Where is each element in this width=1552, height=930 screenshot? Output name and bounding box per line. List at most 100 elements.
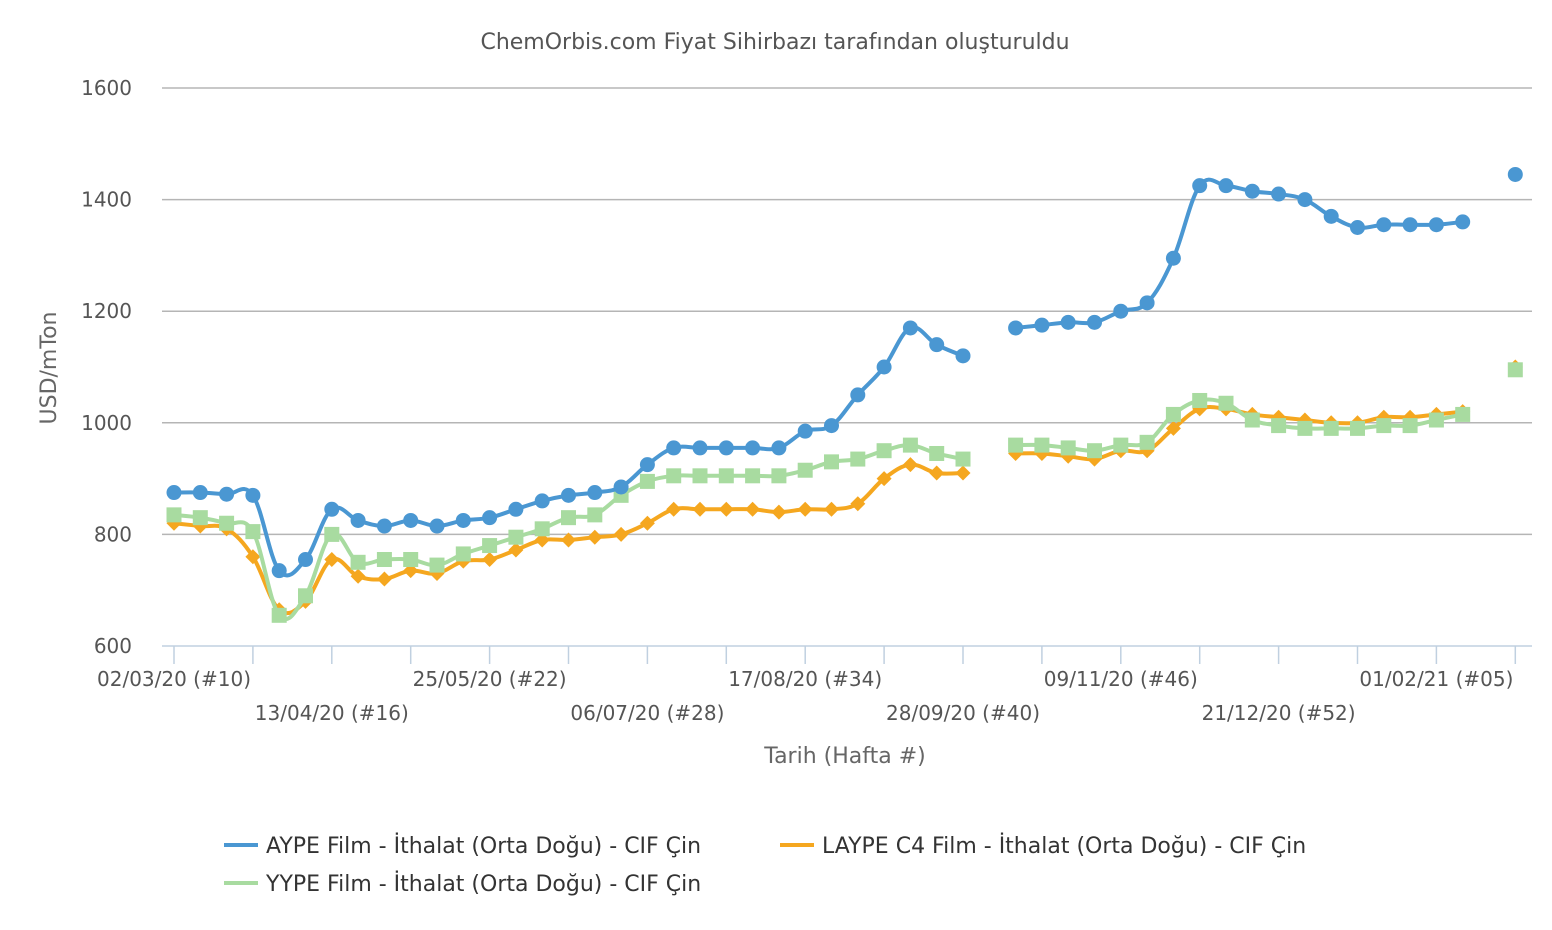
data-point[interactable] — [850, 496, 866, 512]
data-point[interactable] — [824, 454, 839, 470]
data-point[interactable] — [350, 512, 366, 528]
data-point[interactable] — [429, 557, 445, 573]
data-point[interactable] — [1297, 420, 1313, 436]
data-point[interactable] — [718, 468, 734, 484]
data-point[interactable] — [376, 571, 392, 587]
data-point[interactable] — [745, 468, 761, 484]
data-point[interactable] — [1455, 406, 1471, 422]
data-point[interactable] — [902, 320, 918, 336]
data-point[interactable] — [824, 418, 839, 434]
data-point[interactable] — [1218, 178, 1234, 194]
data-point[interactable] — [1165, 420, 1181, 436]
data-point[interactable] — [245, 487, 261, 503]
data-point[interactable] — [1113, 303, 1129, 319]
data-point[interactable] — [455, 546, 471, 562]
data-point[interactable] — [613, 479, 629, 495]
data-point[interactable] — [1008, 320, 1024, 336]
data-point[interactable] — [534, 521, 550, 537]
data-point[interactable] — [666, 440, 682, 456]
data-point[interactable] — [1402, 418, 1418, 434]
data-point[interactable] — [718, 501, 734, 517]
data-point[interactable] — [666, 501, 682, 517]
data-point[interactable] — [797, 462, 813, 478]
data-point[interactable] — [1271, 418, 1287, 434]
data-point[interactable] — [1376, 217, 1392, 233]
data-point[interactable] — [1087, 314, 1102, 330]
data-point[interactable] — [1139, 295, 1155, 311]
data-point[interactable] — [692, 501, 708, 517]
data-point[interactable] — [561, 510, 576, 526]
data-point[interactable] — [271, 563, 287, 579]
data-point[interactable] — [1323, 208, 1339, 224]
data-point[interactable] — [587, 507, 603, 523]
data-point[interactable] — [1034, 317, 1050, 333]
data-point[interactable] — [902, 437, 918, 453]
data-point[interactable] — [429, 518, 445, 534]
data-point[interactable] — [482, 538, 498, 554]
data-point[interactable] — [455, 512, 471, 528]
data-point[interactable] — [929, 465, 945, 481]
data-point[interactable] — [797, 501, 813, 517]
data-point[interactable] — [561, 532, 576, 548]
data-point[interactable] — [1165, 250, 1181, 266]
legend-item[interactable]: LAYPE C4 Film - İthalat (Orta Doğu) - CI… — [780, 833, 1306, 859]
data-point[interactable] — [666, 468, 682, 484]
data-point[interactable] — [1297, 192, 1313, 208]
data-point[interactable] — [1218, 395, 1234, 411]
data-point[interactable] — [403, 512, 419, 528]
data-point[interactable] — [508, 542, 524, 558]
data-point[interactable] — [1350, 420, 1365, 436]
data-point[interactable] — [1271, 186, 1287, 202]
data-point[interactable] — [718, 440, 734, 456]
data-point[interactable] — [771, 440, 787, 456]
legend-item[interactable]: YYPE Film - İthalat (Orta Doğu) - CIF Çi… — [224, 871, 701, 897]
legend-item[interactable]: AYPE Film - İthalat (Orta Doğu) - CIF Çi… — [224, 833, 701, 859]
data-point[interactable] — [1060, 440, 1076, 456]
data-point[interactable] — [850, 387, 866, 403]
data-point[interactable] — [350, 554, 366, 570]
data-point[interactable] — [1376, 418, 1392, 434]
data-point[interactable] — [245, 549, 261, 565]
data-point[interactable] — [850, 451, 866, 467]
data-point[interactable] — [482, 552, 498, 568]
data-point[interactable] — [324, 552, 340, 568]
data-point[interactable] — [824, 501, 839, 517]
data-point[interactable] — [219, 515, 235, 531]
data-point[interactable] — [192, 485, 208, 501]
data-point[interactable] — [639, 473, 655, 489]
data-point[interactable] — [1034, 437, 1050, 453]
data-point[interactable] — [1192, 178, 1208, 194]
data-point[interactable] — [1008, 437, 1024, 453]
data-point[interactable] — [508, 501, 524, 517]
data-point[interactable] — [1244, 183, 1260, 199]
data-point[interactable] — [166, 485, 182, 501]
data-point[interactable] — [1402, 217, 1418, 233]
data-point[interactable] — [955, 451, 971, 467]
data-point[interactable] — [376, 552, 392, 568]
data-point[interactable] — [245, 524, 261, 540]
data-point[interactable] — [955, 348, 971, 364]
data-point[interactable] — [771, 504, 787, 520]
data-point[interactable] — [745, 440, 761, 456]
data-point[interactable] — [219, 486, 235, 502]
data-point[interactable] — [876, 443, 892, 459]
data-point[interactable] — [376, 518, 392, 534]
data-point[interactable] — [587, 485, 603, 501]
data-point[interactable] — [1428, 217, 1444, 233]
data-point[interactable] — [1113, 437, 1129, 453]
data-point[interactable] — [1060, 314, 1076, 330]
data-point[interactable] — [1428, 412, 1444, 428]
data-point[interactable] — [587, 529, 603, 545]
data-point[interactable] — [403, 552, 419, 568]
data-point[interactable] — [166, 507, 182, 523]
data-point[interactable] — [876, 359, 892, 375]
data-point[interactable] — [561, 487, 576, 503]
data-point[interactable] — [902, 457, 918, 473]
data-point[interactable] — [192, 510, 208, 526]
data-point[interactable] — [1244, 412, 1260, 428]
data-point[interactable] — [298, 552, 313, 568]
data-point[interactable] — [639, 457, 655, 473]
data-point[interactable] — [1507, 166, 1523, 182]
data-point[interactable] — [692, 440, 708, 456]
data-point[interactable] — [613, 526, 629, 542]
